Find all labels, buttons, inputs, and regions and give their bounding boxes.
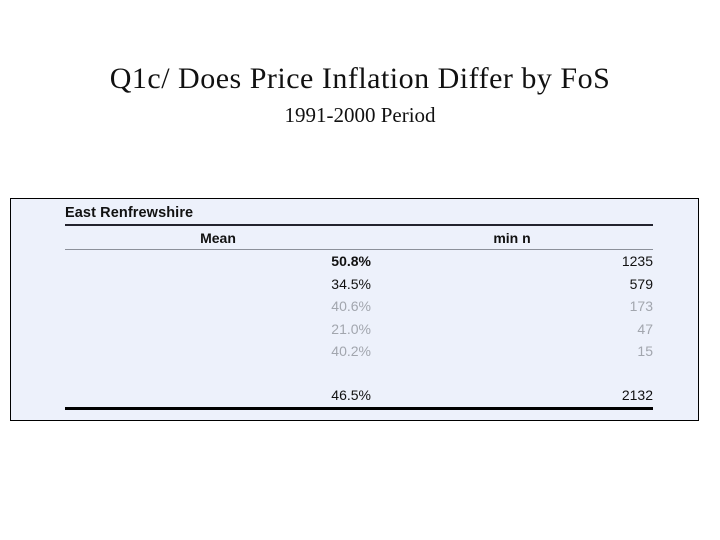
column-header-min-n: min n	[493, 229, 531, 246]
mean-value: 21.0%	[331, 320, 371, 337]
mean-value: 40.2%	[331, 343, 371, 360]
title-block: Q1c/ Does Price Inflation Differ by FoS …	[0, 62, 720, 127]
table-total-row: 46.5% 2132	[65, 384, 653, 407]
min-n-value: 579	[629, 275, 653, 292]
table-row: 21.0% 47	[65, 318, 653, 341]
total-underline	[65, 407, 653, 410]
mean-value: 40.6%	[331, 298, 371, 315]
data-table-panel: East Renfrewshire Mean min n 50.8% 1235 …	[10, 198, 699, 421]
region-underline	[65, 224, 653, 226]
mean-value: 34.5%	[331, 275, 371, 292]
min-n-value: 15	[637, 343, 653, 360]
table-header-row: Mean min n	[65, 226, 653, 249]
table-row: 40.2% 15	[65, 340, 653, 363]
min-n-value: 1235	[621, 253, 653, 270]
min-n-value: 173	[629, 298, 653, 315]
slide-subtitle: 1991-2000 Period	[284, 103, 436, 127]
header-underline	[65, 249, 653, 250]
table-row: 34.5% 579	[65, 273, 653, 296]
table-row: 50.8% 1235	[65, 250, 653, 273]
slide-title: Q1c/ Does Price Inflation Differ by FoS	[109, 62, 611, 95]
table-row: 40.6% 173	[65, 295, 653, 318]
min-n-value: 47	[637, 320, 653, 337]
data-table: East Renfrewshire Mean min n 50.8% 1235 …	[65, 199, 653, 410]
table-region-label: East Renfrewshire	[65, 205, 194, 221]
total-min-n-value: 2132	[621, 386, 653, 403]
total-mean-value: 46.5%	[331, 386, 371, 403]
mean-value: 50.8%	[331, 253, 371, 270]
column-header-mean: Mean	[200, 229, 236, 246]
table-spacer	[65, 363, 653, 384]
